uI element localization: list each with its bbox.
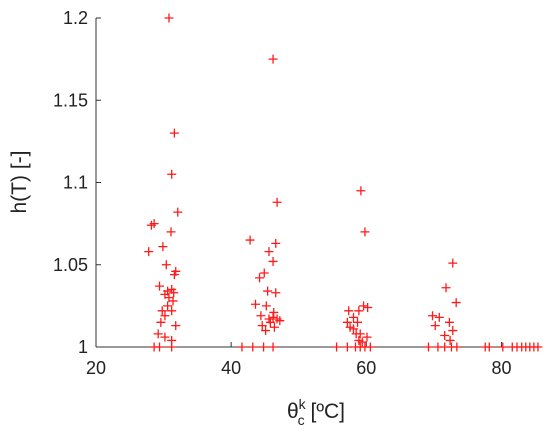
data-point xyxy=(153,329,163,339)
data-point xyxy=(167,169,177,179)
data-point xyxy=(245,235,255,245)
data-point xyxy=(359,301,369,311)
data-point xyxy=(365,342,375,352)
y-tick-label: 1.2 xyxy=(63,8,88,28)
x-axis-label: θk c [ºC] xyxy=(287,396,345,428)
data-point xyxy=(342,317,352,327)
data-point xyxy=(155,281,165,291)
data-point xyxy=(445,335,455,345)
x-tick-label: 20 xyxy=(86,358,106,378)
data-point xyxy=(263,286,273,296)
data-point xyxy=(275,316,285,326)
data-point xyxy=(163,301,173,311)
y-tick-label: 1 xyxy=(78,337,88,357)
data-point xyxy=(169,270,179,280)
data-point xyxy=(354,306,364,316)
data-point xyxy=(268,54,278,64)
data-point xyxy=(355,329,365,339)
data-point xyxy=(166,227,176,237)
data-point xyxy=(160,332,170,342)
data-points xyxy=(144,13,543,352)
plot-area: 1 1.05 1.1 1.15 1.2 20 40 60 80 xyxy=(53,8,543,378)
x-tick-label: 40 xyxy=(221,358,241,378)
data-point xyxy=(268,342,278,352)
data-point xyxy=(348,324,358,334)
data-point xyxy=(158,242,168,252)
data-point xyxy=(484,342,494,352)
data-point xyxy=(271,238,281,248)
y-tick-label: 1.15 xyxy=(53,90,88,110)
data-point xyxy=(356,186,366,196)
data-point xyxy=(173,207,183,217)
data-point xyxy=(353,317,363,327)
data-point xyxy=(423,342,433,352)
x-tick-label: 60 xyxy=(356,358,376,378)
data-point xyxy=(259,268,269,278)
y-axis-label: h(T) [-] xyxy=(8,151,31,214)
data-point xyxy=(155,342,165,352)
data-point xyxy=(255,273,265,283)
data-point xyxy=(248,342,258,352)
data-point xyxy=(363,303,373,313)
data-point xyxy=(264,247,274,257)
data-point xyxy=(440,330,450,340)
data-point xyxy=(344,306,354,316)
data-point xyxy=(269,307,279,317)
data-point xyxy=(448,258,458,268)
x-axis-label-unit: [ºC] xyxy=(305,400,345,423)
x-axis-label-sup: k xyxy=(299,396,307,412)
y-ticks: 1 1.05 1.1 1.15 1.2 xyxy=(53,8,101,357)
data-point xyxy=(237,342,247,352)
data-point xyxy=(272,197,282,207)
y-tick-label: 1.1 xyxy=(63,173,88,193)
data-point xyxy=(357,337,367,347)
data-point xyxy=(250,299,260,309)
data-point xyxy=(268,256,278,266)
data-point xyxy=(342,342,352,352)
data-point xyxy=(261,301,271,311)
data-point xyxy=(169,128,179,138)
data-point xyxy=(167,306,177,316)
data-point xyxy=(169,288,179,298)
data-point xyxy=(160,311,170,321)
data-point xyxy=(444,317,454,327)
x-ticks: 20 40 60 80 xyxy=(86,342,511,378)
data-point xyxy=(144,247,154,257)
y-tick-label: 1.05 xyxy=(53,255,88,275)
data-point xyxy=(448,326,458,336)
data-point xyxy=(161,260,171,270)
data-point xyxy=(362,332,372,342)
data-point xyxy=(265,317,275,327)
data-point xyxy=(259,342,269,352)
x-axis-label-base: θ xyxy=(287,400,299,423)
data-point xyxy=(451,298,461,308)
data-point xyxy=(157,306,167,316)
data-point xyxy=(348,312,358,322)
data-point xyxy=(171,321,181,331)
data-point xyxy=(533,342,543,352)
x-axis-label-sub: c xyxy=(298,412,305,428)
data-point xyxy=(268,312,278,322)
data-point xyxy=(164,13,174,23)
data-point xyxy=(441,283,451,293)
data-point xyxy=(156,317,166,327)
data-point xyxy=(434,312,444,322)
data-point xyxy=(261,326,271,336)
data-point xyxy=(332,342,342,352)
x-tick-label: 80 xyxy=(491,358,511,378)
data-point xyxy=(167,342,177,352)
data-point xyxy=(271,288,281,298)
data-point xyxy=(168,296,178,306)
data-point xyxy=(269,322,279,332)
data-point xyxy=(430,321,440,331)
data-point xyxy=(257,321,267,331)
data-point xyxy=(256,311,266,321)
data-point xyxy=(360,227,370,237)
data-point xyxy=(452,342,462,352)
data-point xyxy=(498,342,508,352)
data-point xyxy=(149,219,159,229)
data-point xyxy=(428,311,438,321)
